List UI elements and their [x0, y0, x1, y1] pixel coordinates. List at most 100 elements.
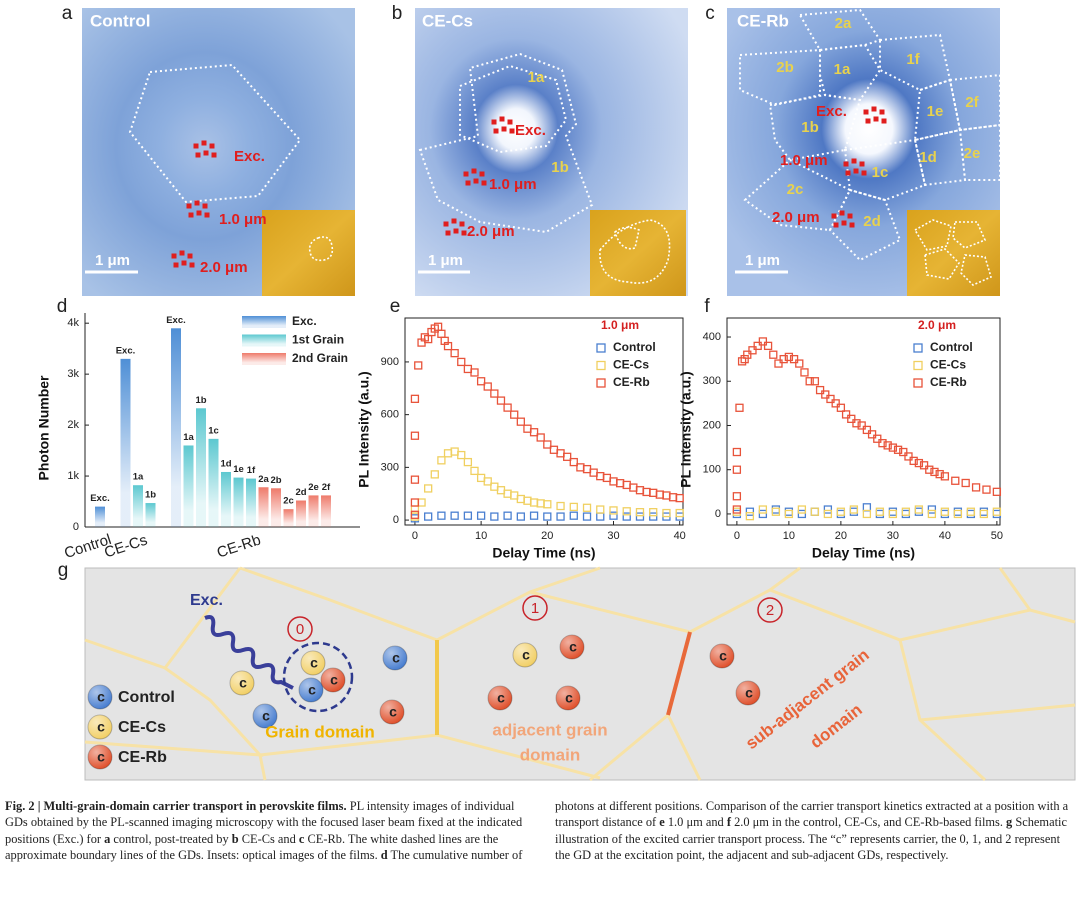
data-point — [410, 431, 420, 440]
legend-label: 2nd Grain — [292, 351, 348, 365]
distance-label: 1.0 μm — [780, 152, 828, 169]
x-axis-title: Delay Time (ns) — [812, 545, 915, 561]
caption-text: 2.0 μm in the control, CE-Cs, and CE-Rb-… — [730, 815, 1007, 830]
data-point — [457, 357, 466, 367]
data-point — [758, 337, 768, 346]
excitation-spot — [173, 262, 179, 268]
data-point — [745, 512, 755, 521]
highlight-boundary — [666, 631, 692, 716]
y-tick-label: 400 — [703, 331, 721, 343]
data-point — [979, 509, 989, 519]
bar-label: 1f — [247, 465, 256, 476]
domain-number: 0 — [296, 621, 304, 638]
data-point — [810, 377, 820, 386]
data-point — [904, 452, 913, 461]
y-tick-label: 3k — [67, 368, 79, 380]
data-point — [649, 488, 658, 497]
data-point — [953, 509, 963, 519]
carrier-label: c — [392, 650, 400, 666]
data-point — [930, 467, 939, 477]
data-point — [914, 505, 924, 514]
data-point — [940, 507, 950, 516]
data-point — [523, 496, 532, 505]
data-point — [516, 512, 525, 521]
legend-marker — [596, 378, 606, 388]
excitation-spot — [881, 118, 887, 124]
inset-boundary — [913, 219, 992, 286]
data-point — [914, 458, 924, 468]
excitation-spot — [445, 230, 451, 236]
excitation-spot — [181, 260, 187, 266]
bar — [258, 487, 269, 527]
data-point — [496, 396, 506, 405]
caption-text: CE-Rb. The white dashed lines are the ap… — [5, 831, 499, 863]
grain-label: 1a — [528, 69, 545, 86]
data-point — [589, 468, 598, 477]
data-point — [516, 417, 525, 426]
data-point — [649, 508, 658, 517]
y-tick-label: 900 — [381, 356, 399, 368]
data-point — [815, 385, 825, 395]
legend-marker — [913, 360, 923, 371]
data-point — [899, 447, 908, 457]
excitation-label: Exc. — [816, 103, 847, 120]
excitation-spot — [873, 116, 879, 122]
data-point — [563, 452, 572, 461]
x-tick-label: 50 — [991, 530, 1003, 542]
data-point — [510, 491, 519, 500]
legend-swatch — [242, 353, 286, 365]
data-point — [443, 449, 453, 458]
data-point — [748, 346, 757, 355]
bar — [120, 358, 131, 527]
data-point — [893, 445, 903, 454]
carrier-label: c — [97, 719, 105, 735]
grain-boundary — [913, 78, 962, 142]
x-tick-label: 30 — [607, 530, 619, 542]
bar — [133, 485, 143, 527]
data-point — [503, 511, 512, 520]
excitation-spot — [179, 250, 185, 256]
bar-label: 1a — [183, 432, 194, 443]
data-point — [982, 485, 991, 494]
panel-letter: g — [58, 560, 69, 581]
data-point — [909, 456, 918, 466]
data-point — [516, 494, 525, 504]
data-point — [582, 503, 592, 512]
y-tick-label: 1k — [67, 470, 79, 482]
data-point — [971, 483, 981, 492]
grain-label: 2d — [863, 213, 881, 230]
data-point — [410, 394, 420, 403]
data-point — [740, 354, 749, 364]
domain-label: domain — [520, 745, 580, 764]
excitation-spot — [465, 180, 471, 186]
bar-label: Exc. — [116, 345, 136, 356]
data-point — [873, 434, 882, 443]
data-point — [821, 390, 830, 399]
x-tick-label: 40 — [674, 530, 686, 542]
grain-boundary — [418, 52, 594, 234]
excitation-spot — [491, 119, 497, 125]
excitation-spot — [443, 221, 449, 227]
excitation-spot — [196, 210, 202, 216]
carrier-label: c — [719, 648, 727, 664]
grain-boundary — [743, 158, 852, 232]
bar — [296, 500, 306, 527]
plot-frame — [726, 317, 1001, 526]
data-point — [888, 443, 898, 452]
y-tick-label: 600 — [381, 409, 399, 421]
data-point — [622, 507, 631, 516]
excitation-spot — [843, 161, 849, 167]
bar-label: 1d — [220, 458, 231, 469]
grain-boundary — [666, 714, 702, 781]
legend-label: CE-Cs — [930, 358, 966, 372]
legend-label: CE-Rb — [118, 749, 167, 766]
carrier-shine — [556, 686, 580, 710]
data-point — [992, 509, 1002, 519]
data-point — [410, 505, 420, 514]
x-tick-label: 10 — [475, 530, 487, 542]
distance-label: 2.0 μm — [200, 259, 248, 276]
data-point — [732, 505, 742, 514]
domain-label: Grain domain — [265, 722, 375, 741]
legend-label: CE-Rb — [613, 375, 650, 389]
